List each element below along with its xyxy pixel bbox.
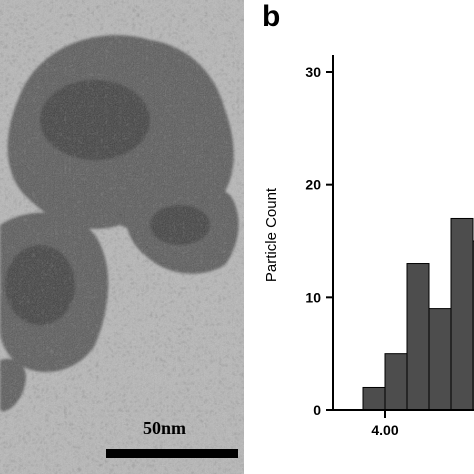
tem-micrograph: 50nm [0, 0, 244, 474]
histogram-bar [362, 386, 386, 411]
y-tick-label: 10 [305, 289, 321, 305]
histogram-bar [406, 263, 430, 411]
particle-size-histogram: 0 10 20 30 4.00 Particle Count [263, 55, 474, 438]
scale-bar [106, 449, 238, 458]
panel-label: b [262, 0, 281, 33]
x-tick-label: 4.00 [371, 422, 398, 438]
histogram-bars [362, 217, 474, 411]
scale-bar-label: 50nm [143, 418, 187, 438]
tem-image [0, 0, 244, 474]
histogram-bar [450, 217, 474, 411]
histogram-bar [428, 308, 452, 411]
y-tick-label: 0 [313, 402, 321, 418]
x-ticks: 4.00 [371, 410, 399, 438]
y-tick-label: 20 [305, 177, 321, 193]
y-ticks: 0 10 20 30 [305, 64, 333, 418]
y-tick-label: 30 [305, 64, 321, 80]
histogram-bar [384, 353, 408, 411]
y-axis-label: Particle Count [263, 187, 280, 282]
